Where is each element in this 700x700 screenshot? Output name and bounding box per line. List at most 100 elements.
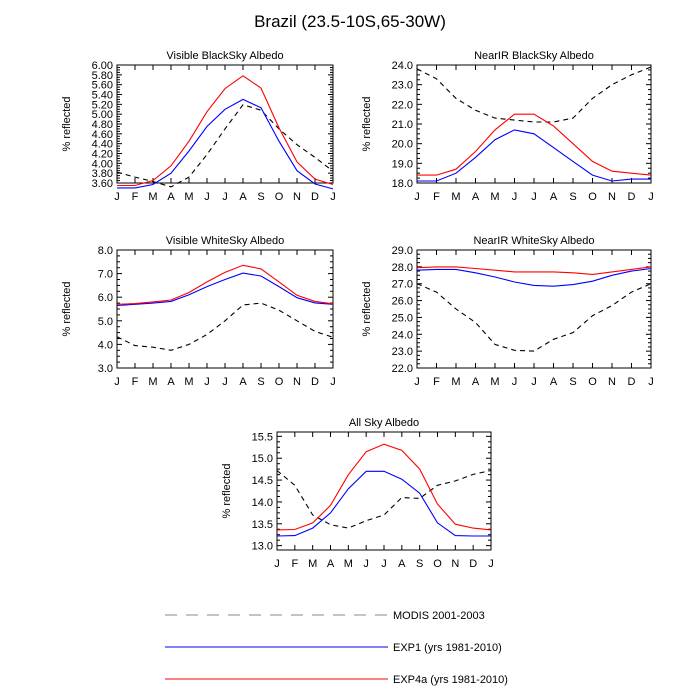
x-tick-label: M bbox=[451, 376, 460, 388]
x-tick-label: A bbox=[239, 376, 247, 388]
y-tick-label: 22.0 bbox=[392, 363, 413, 375]
series-line-modis bbox=[276, 469, 492, 529]
x-tick-label: F bbox=[132, 376, 139, 388]
x-tick-label: S bbox=[257, 376, 264, 388]
y-tick-label: 15.0 bbox=[252, 453, 273, 465]
x-tick-label: J bbox=[222, 191, 228, 203]
x-tick-label: D bbox=[469, 558, 477, 570]
series-line-exp4a bbox=[117, 75, 334, 187]
y-tick-label: 14.5 bbox=[252, 475, 273, 487]
y-tick-label: 5.00 bbox=[92, 109, 113, 121]
x-tick-label: J bbox=[488, 558, 494, 570]
x-tick-label: D bbox=[311, 191, 319, 203]
series-line-exp1 bbox=[417, 129, 651, 182]
panel-3: Visible WhiteSky Albedo % reflected 3.0 4.0… bbox=[61, 235, 336, 388]
series-line-exp4a bbox=[276, 443, 492, 531]
x-tick-label: S bbox=[416, 558, 423, 570]
series-line-exp1 bbox=[116, 272, 334, 307]
x-tick-label: J bbox=[274, 558, 280, 570]
x-tick-label: J bbox=[330, 376, 336, 388]
y-tick-label: 5.0 bbox=[98, 316, 113, 328]
x-tick-label: S bbox=[569, 191, 576, 203]
series-line-exp1 bbox=[276, 470, 491, 537]
x-tick-label: A bbox=[167, 191, 175, 203]
x-tick-label: J bbox=[222, 376, 228, 388]
legend: MODIS 2001-2003 EXP1 (yrs 1981-2010) EXP4a… bbox=[165, 610, 508, 686]
y-tick-label: 27.0 bbox=[392, 279, 413, 291]
x-tick-label: M bbox=[148, 376, 157, 388]
x-tick-label: M bbox=[490, 191, 499, 203]
plot-frame bbox=[116, 249, 334, 369]
x-tick-label: J bbox=[531, 191, 537, 203]
panel-title: Visible WhiteSky Albedo bbox=[166, 235, 284, 247]
x-tick-label: M bbox=[344, 558, 353, 570]
x-tick-label: F bbox=[291, 558, 298, 570]
x-tick-label: A bbox=[472, 376, 480, 388]
series-line-exp1 bbox=[416, 267, 652, 287]
y-tick-label: 4.0 bbox=[98, 339, 113, 351]
y-axis-label: % reflected bbox=[221, 463, 233, 518]
y-tick-label: 7.0 bbox=[98, 269, 113, 281]
x-tick-label: J bbox=[414, 191, 420, 203]
panel-title: All Sky Albedo bbox=[349, 417, 419, 429]
x-tick-label: F bbox=[132, 191, 139, 203]
x-tick-label: O bbox=[588, 376, 597, 388]
y-tick-label: 13.5 bbox=[252, 519, 273, 531]
y-tick-label: 22.0 bbox=[392, 99, 413, 111]
y-tick-label: 23.0 bbox=[392, 346, 413, 358]
x-tick-label: M bbox=[308, 558, 317, 570]
x-tick-label: F bbox=[433, 376, 440, 388]
x-tick-label: N bbox=[451, 558, 459, 570]
x-tick-label: J bbox=[531, 376, 537, 388]
y-tick-label: 4.80 bbox=[92, 119, 113, 131]
x-tick-label: J bbox=[414, 376, 420, 388]
y-tick-label: 20.0 bbox=[392, 139, 413, 151]
x-tick-label: F bbox=[433, 191, 440, 203]
x-tick-label: O bbox=[588, 191, 597, 203]
x-tick-label: M bbox=[184, 191, 193, 203]
panel-1: Visible BlackSky Albedo % reflected 3.603.… bbox=[61, 50, 336, 203]
x-tick-label: S bbox=[569, 376, 576, 388]
y-tick-label: 21.0 bbox=[392, 119, 413, 131]
x-tick-label: O bbox=[275, 376, 284, 388]
panel-title: Visible BlackSky Albedo bbox=[166, 50, 283, 62]
x-tick-label: J bbox=[512, 191, 518, 203]
series-line-exp4a bbox=[417, 113, 652, 176]
x-tick-label: A bbox=[239, 191, 247, 203]
x-tick-label: J bbox=[648, 191, 654, 203]
x-tick-label: D bbox=[311, 376, 319, 388]
x-tick-label: O bbox=[275, 191, 284, 203]
series-line-modis bbox=[416, 283, 652, 352]
y-tick-label: 6.00 bbox=[92, 60, 113, 72]
y-tick-label: 18.0 bbox=[392, 178, 413, 190]
x-tick-label: A bbox=[472, 191, 480, 203]
y-tick-label: 26.0 bbox=[392, 296, 413, 308]
x-tick-label: M bbox=[451, 191, 460, 203]
y-tick-label: 5.80 bbox=[92, 70, 113, 82]
x-tick-label: A bbox=[327, 558, 335, 570]
x-tick-label: O bbox=[433, 558, 442, 570]
y-tick-label: 4.00 bbox=[92, 158, 113, 170]
y-tick-label: 3.60 bbox=[92, 178, 113, 190]
x-tick-label: N bbox=[608, 191, 616, 203]
y-tick-label: 4.20 bbox=[92, 149, 113, 161]
y-axis-label: % reflected bbox=[61, 96, 73, 151]
x-tick-label: J bbox=[512, 376, 518, 388]
legend-label: EXP1 (yrs 1981-2010) bbox=[393, 642, 502, 654]
y-tick-label: 5.40 bbox=[92, 90, 113, 102]
y-tick-label: 5.20 bbox=[92, 99, 113, 111]
x-tick-label: M bbox=[148, 191, 157, 203]
y-tick-label: 14.0 bbox=[252, 497, 273, 509]
panel-4: NearIR WhiteSky Albedo % reflected 22.0 23.… bbox=[361, 235, 654, 388]
y-tick-label: 3.80 bbox=[92, 168, 113, 180]
x-tick-label: J bbox=[363, 558, 369, 570]
y-tick-label: 29.0 bbox=[392, 245, 413, 257]
y-tick-label: 15.5 bbox=[252, 431, 273, 443]
y-tick-label: 3.0 bbox=[98, 363, 113, 375]
x-tick-label: M bbox=[490, 376, 499, 388]
y-axis-label: % reflected bbox=[61, 281, 73, 336]
x-tick-label: N bbox=[293, 376, 301, 388]
plot-frame bbox=[416, 249, 652, 369]
